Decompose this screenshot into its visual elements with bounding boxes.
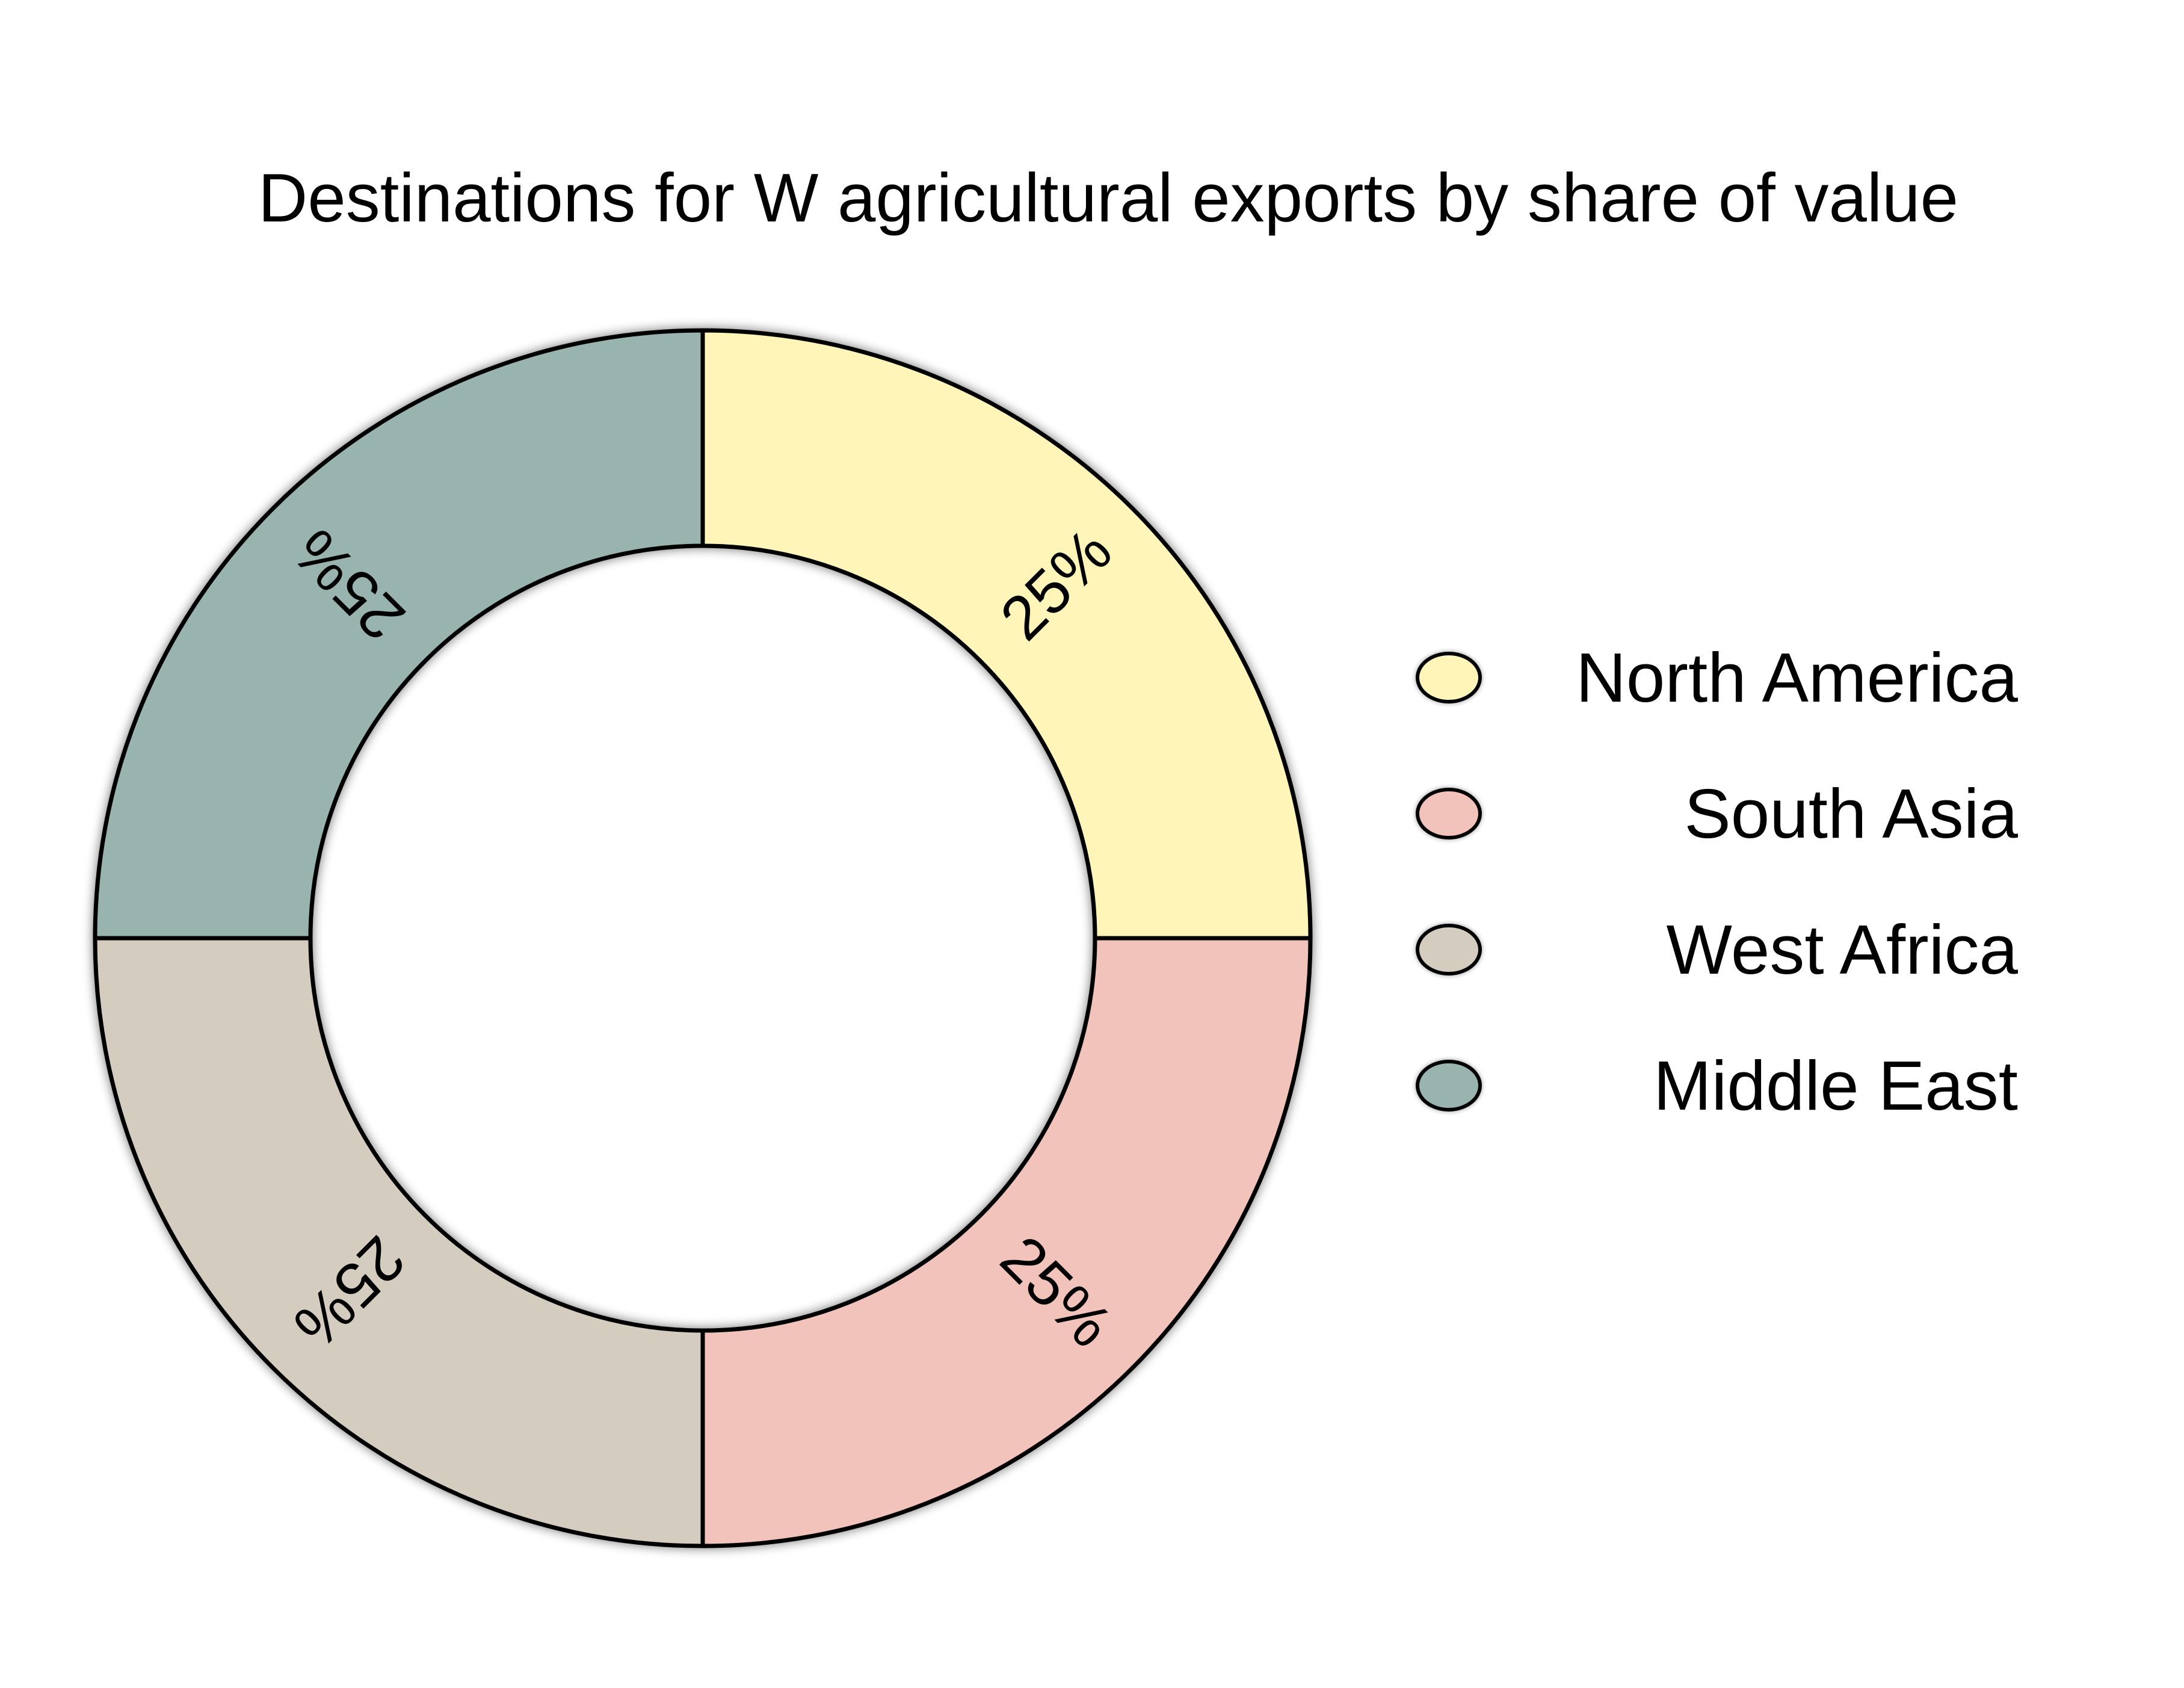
chart-title: Destinations for W agricultural exports … — [258, 160, 1958, 237]
legend-label-middle-east: Middle East — [1653, 1046, 2018, 1125]
legend-swatch-middle-east — [1416, 1060, 1482, 1111]
slice-middle-east[interactable] — [93, 328, 705, 941]
legend: North America South Asia West Africa Middle… — [1416, 638, 2019, 1125]
legend-swatch-south-asia — [1416, 788, 1482, 839]
donut-ring — [93, 328, 1313, 1548]
legend-label-south-asia: South Asia — [1684, 774, 2018, 853]
legend-label-west-africa: West Africa — [1667, 910, 2019, 989]
legend-swatch-west-africa — [1416, 924, 1482, 975]
slice-north-america[interactable] — [700, 328, 1313, 941]
slice-west-africa[interactable] — [93, 936, 705, 1548]
legend-swatch-north-america — [1416, 652, 1482, 703]
legend-label-north-america: North America — [1576, 638, 2018, 717]
slice-south-asia[interactable] — [700, 936, 1313, 1548]
